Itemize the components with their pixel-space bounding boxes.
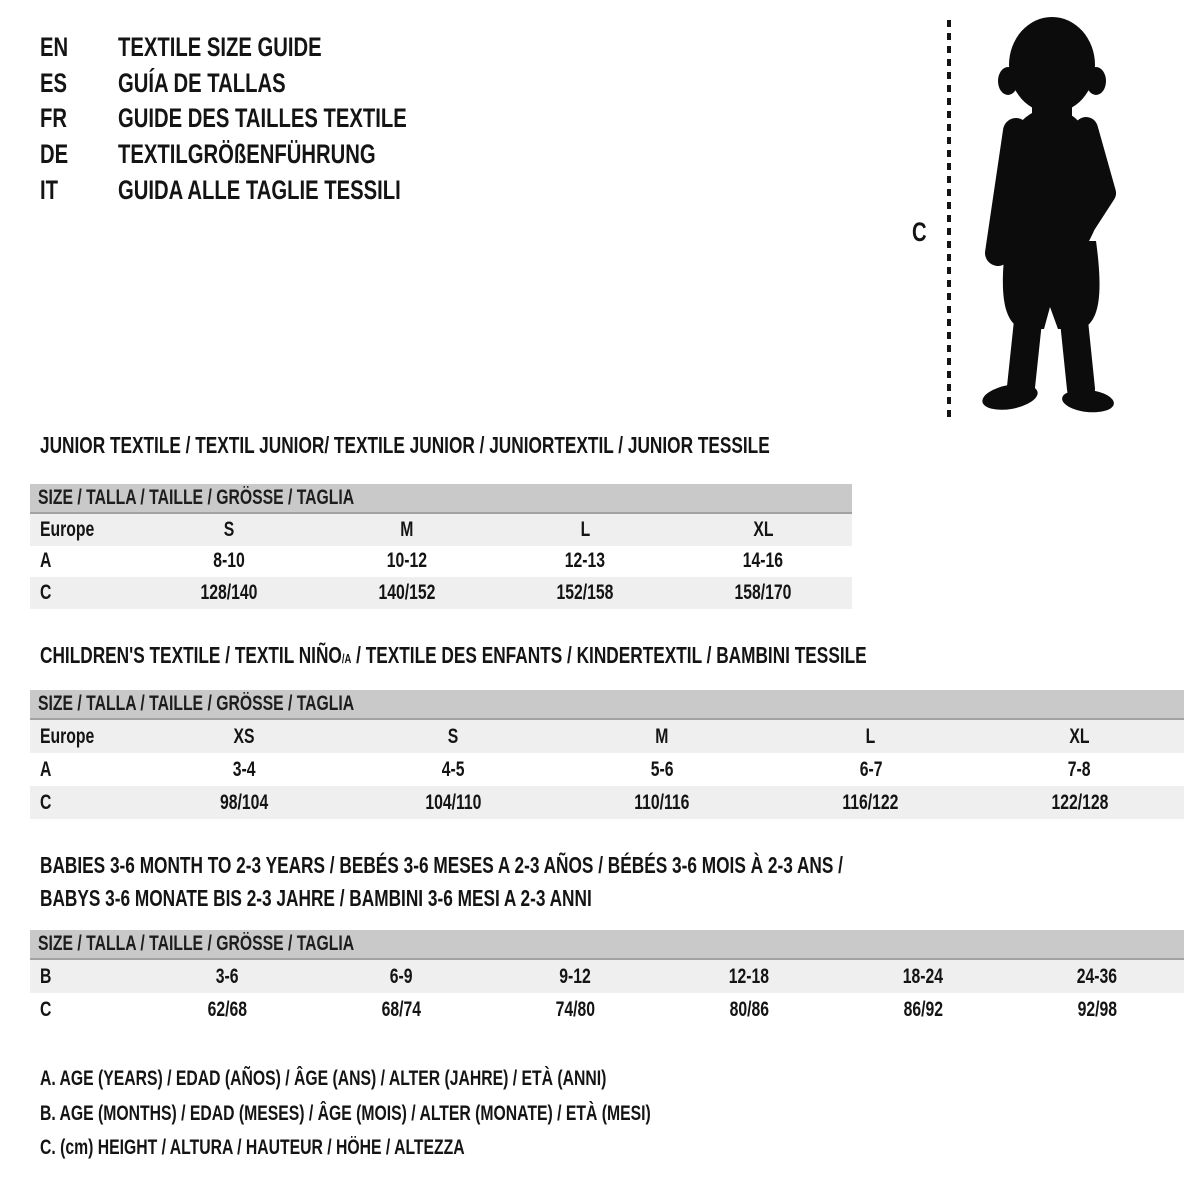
language-row: DE TEXTILGRÖßENFÜHRUNG <box>40 137 503 173</box>
table-cell: C <box>40 790 52 814</box>
table-cell: XL <box>752 517 774 541</box>
babies-section-heading: BABIES 3-6 MONTH TO 2-3 YEARS / BEBÉS 3-… <box>40 852 843 911</box>
table-header-bar: SIZE / TALLA / TAILLE / GRÖSSE / TAGLIA <box>30 690 1184 720</box>
table-cell: 5-6 <box>650 757 674 781</box>
junior-size-table: SIZE / TALLA / TAILLE / GRÖSSE / TAGLIA … <box>30 484 852 609</box>
table-header-bar: SIZE / TALLA / TAILLE / GRÖSSE / TAGLIA <box>30 484 852 514</box>
table-cell: L <box>580 517 590 541</box>
language-row: EN TEXTILE SIZE GUIDE <box>40 30 503 66</box>
legend-line-b: B. AGE (MONTHS) / EDAD (MESES) / ÂGE (MO… <box>40 1101 651 1125</box>
table-cell: 14-16 <box>742 549 784 573</box>
table-cell: 98/104 <box>220 790 269 814</box>
table-cell: B <box>40 964 52 988</box>
table-cell: 4-5 <box>441 757 465 781</box>
table-cell: 122/128 <box>1051 790 1109 814</box>
children-section-heading: CHILDREN'S TEXTILE / TEXTIL NIÑO/A / TEX… <box>40 642 867 668</box>
table-cell: Europe <box>40 724 95 748</box>
language-title-list: EN TEXTILE SIZE GUIDE ES GUÍA DE TALLAS … <box>40 30 503 208</box>
table-cell: 110/116 <box>634 790 690 814</box>
table-row: C 62/68 68/74 74/80 80/86 86/92 92/98 <box>30 993 1184 1026</box>
legend-line-c: C. (cm) HEIGHT / ALTURA / HAUTEUR / HÖHE… <box>40 1136 465 1160</box>
table-cell: 12-13 <box>564 549 606 573</box>
table-cell: 116/122 <box>842 790 899 814</box>
table-cell: XS <box>233 724 255 748</box>
table-row: C 128/140 140/152 152/158 158/170 <box>30 577 852 609</box>
table-row: A 8-10 10-12 12-13 14-16 <box>30 546 852 578</box>
language-code: FR <box>40 103 67 134</box>
language-title: TEXTILE SIZE GUIDE <box>118 32 322 63</box>
language-row: ES GUÍA DE TALLAS <box>40 66 503 102</box>
table-cell: S <box>223 517 235 541</box>
table-cell: S <box>447 724 459 748</box>
children-size-table: SIZE / TALLA / TAILLE / GRÖSSE / TAGLIA … <box>30 690 1184 819</box>
table-cell: M <box>400 517 414 541</box>
table-row: C 98/104 104/110 110/116 116/122 122/128 <box>30 786 1184 819</box>
table-cell: 18-24 <box>902 964 944 988</box>
language-row: FR GUIDE DES TAILLES TEXTILE <box>40 101 503 137</box>
table-cell: 62/68 <box>207 997 247 1021</box>
table-cell: 7-8 <box>1068 757 1091 781</box>
table-cell: 3-4 <box>233 757 256 781</box>
table-cell: 24-36 <box>1076 964 1118 988</box>
language-title: GUIDA ALLE TAGLIE TESSILI <box>118 174 401 205</box>
table-cell: 68/74 <box>381 997 421 1021</box>
table-cell: M <box>655 724 669 748</box>
height-dashed-line <box>947 20 951 417</box>
language-row: IT GUIDA ALLE TAGLIE TESSILI <box>40 172 503 208</box>
table-row: Europe XS S M L XL <box>30 720 1184 753</box>
table-cell: 80/86 <box>729 997 769 1021</box>
table-cell: L <box>865 724 876 748</box>
table-cell: 6-7 <box>859 757 883 781</box>
height-measure-label: C <box>912 217 927 247</box>
table-header-bar: SIZE / TALLA / TAILLE / GRÖSSE / TAGLIA <box>30 930 1184 960</box>
table-cell: 152/158 <box>556 580 614 604</box>
language-title: GUIDE DES TAILLES TEXTILE <box>118 103 407 134</box>
table-row: B 3-6 6-9 9-12 12-18 18-24 24-36 <box>30 960 1184 993</box>
nino-a-subscript: /A <box>341 652 352 666</box>
table-cell: A <box>40 549 52 573</box>
language-title: GUÍA DE TALLAS <box>118 67 286 98</box>
table-cell: 74/80 <box>555 997 595 1021</box>
table-cell: 10-12 <box>386 549 428 573</box>
language-code: DE <box>40 139 69 170</box>
table-cell: 128/140 <box>200 580 258 604</box>
table-row: Europe S M L XL <box>30 514 852 546</box>
junior-section-heading: JUNIOR TEXTILE / TEXTIL JUNIOR/ TEXTILE … <box>40 432 770 458</box>
table-cell: 9-12 <box>559 964 591 988</box>
table-cell: 3-6 <box>215 964 239 988</box>
language-code: EN <box>40 32 69 63</box>
table-cell: 104/110 <box>425 790 482 814</box>
table-cell: 6-9 <box>389 964 413 988</box>
language-title: TEXTILGRÖßENFÜHRUNG <box>118 139 376 170</box>
legend-line-a: A. AGE (YEARS) / EDAD (AÑOS) / ÂGE (ANS)… <box>40 1067 607 1090</box>
table-row: A 3-4 4-5 5-6 6-7 7-8 <box>30 753 1184 786</box>
table-cell: 140/152 <box>378 580 436 604</box>
table-cell: 12-18 <box>728 964 770 988</box>
table-cell: 8-10 <box>213 549 245 573</box>
table-cell: 158/170 <box>734 580 792 604</box>
toddler-silhouette-icon <box>982 17 1116 413</box>
babies-size-table: SIZE / TALLA / TAILLE / GRÖSSE / TAGLIA … <box>30 930 1184 1026</box>
measure-legend: A. AGE (YEARS) / EDAD (AÑOS) / ÂGE (ANS)… <box>40 1062 854 1166</box>
table-cell: C <box>40 997 52 1021</box>
table-cell: Europe <box>40 517 95 541</box>
table-cell: XL <box>1069 724 1090 748</box>
table-cell: C <box>40 580 52 604</box>
language-code: ES <box>40 67 68 98</box>
language-code: IT <box>40 174 58 205</box>
table-cell: 86/92 <box>903 997 943 1021</box>
table-cell: A <box>40 757 52 781</box>
table-cell: 92/98 <box>1077 997 1117 1021</box>
